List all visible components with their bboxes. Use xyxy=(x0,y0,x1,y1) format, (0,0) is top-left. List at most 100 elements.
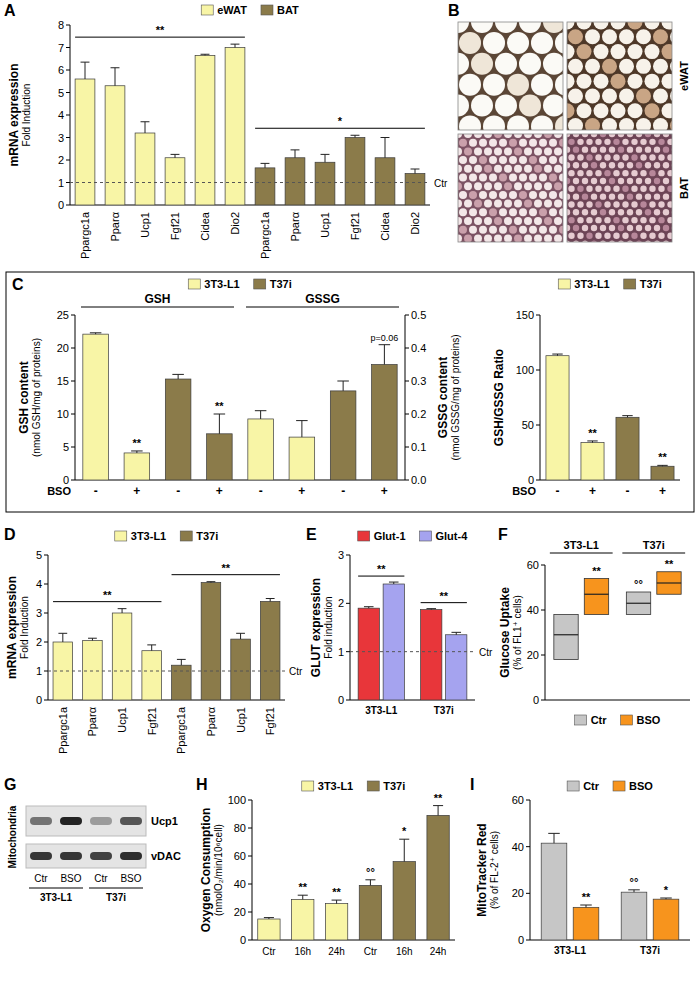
cell xyxy=(636,118,651,130)
plot-area xyxy=(541,833,679,940)
cell xyxy=(577,44,592,59)
y-axis-subtitle: Fold Induction xyxy=(21,84,32,147)
y-tick-label: 15 xyxy=(57,375,69,387)
bso-label: - xyxy=(176,484,180,498)
y-tick xyxy=(405,381,409,382)
bar xyxy=(142,651,162,700)
cell xyxy=(591,225,597,231)
category-label: Fgf21 xyxy=(146,707,158,735)
y-tick xyxy=(66,205,70,206)
cell xyxy=(609,193,615,199)
micrograph-frame xyxy=(567,22,672,130)
error-cap xyxy=(411,169,420,170)
cell xyxy=(585,118,600,130)
box xyxy=(554,615,578,660)
cell xyxy=(524,234,532,242)
cell xyxy=(514,165,522,173)
significance: ** xyxy=(298,881,307,893)
cell xyxy=(604,201,610,207)
y-tick-label: 2 xyxy=(58,154,64,166)
y-axis-subtitle: (nmolO₂/min/10⁶cell) xyxy=(213,824,224,916)
cell xyxy=(649,217,655,223)
cell xyxy=(567,193,570,199)
error-bar xyxy=(151,645,152,651)
bso-label: + xyxy=(298,484,305,498)
y-axis-title: Glucose Uptake xyxy=(498,587,512,678)
y-tick-label: 60 xyxy=(234,850,246,862)
cell xyxy=(658,233,664,239)
cell xyxy=(567,162,570,168)
box-median xyxy=(584,594,608,595)
box xyxy=(626,592,650,615)
cell xyxy=(585,88,600,103)
cell xyxy=(549,156,557,164)
cell xyxy=(573,178,579,184)
cell xyxy=(582,193,588,199)
cell xyxy=(663,225,669,231)
cell xyxy=(539,156,547,164)
cell xyxy=(534,165,542,173)
significance: * xyxy=(402,825,407,837)
bso-label: - xyxy=(341,484,345,498)
cell xyxy=(595,217,601,223)
panel-letter: B xyxy=(448,2,460,19)
figure: 012345678mRNA expressionFold InductionPp… xyxy=(0,0,700,985)
micrograph-ground xyxy=(567,22,672,130)
reference-line xyxy=(70,182,430,183)
y-tick-label: 5 xyxy=(63,441,69,453)
cell xyxy=(469,139,477,147)
category-label: Ucp1 xyxy=(319,212,331,238)
legend: 3T3-L1T37i xyxy=(115,530,218,542)
bar xyxy=(165,158,185,205)
legend: 3T3-L1T37i xyxy=(302,780,405,792)
cell xyxy=(554,147,562,155)
cell xyxy=(667,201,672,207)
cell xyxy=(645,22,660,30)
legend-swatch xyxy=(621,715,633,725)
legend-label: Glut-1 xyxy=(374,530,406,542)
cell xyxy=(559,156,563,164)
cell xyxy=(631,170,637,176)
cell xyxy=(543,22,563,33)
bar xyxy=(546,356,569,480)
cell xyxy=(534,134,542,138)
cell xyxy=(613,139,619,145)
error-cap xyxy=(118,608,127,609)
cell xyxy=(484,134,492,138)
cell xyxy=(459,191,467,199)
cell xyxy=(667,139,672,145)
cell xyxy=(636,134,642,137)
cell xyxy=(568,88,583,103)
error-bar xyxy=(325,154,326,162)
cell xyxy=(504,134,512,138)
micrograph xyxy=(458,22,563,130)
cell xyxy=(622,154,628,160)
legend-label: BSO xyxy=(629,780,653,792)
box-median xyxy=(554,634,578,635)
cell xyxy=(658,139,664,145)
cell xyxy=(609,162,615,168)
legend-swatch xyxy=(367,781,379,791)
bso-label: - xyxy=(94,484,98,498)
error-bar xyxy=(122,609,123,613)
y-tick xyxy=(526,893,530,894)
cell xyxy=(609,178,615,184)
cell xyxy=(604,186,610,192)
reference-label: Ctr xyxy=(479,647,493,658)
error-cap xyxy=(552,354,562,355)
bar xyxy=(383,584,404,700)
panel-letter: D xyxy=(4,526,16,543)
cell xyxy=(631,154,637,160)
cell xyxy=(524,134,532,138)
category-label: Ctr xyxy=(262,946,276,957)
y-tick-label: 0.0 xyxy=(411,474,426,486)
cell xyxy=(459,208,467,216)
cell xyxy=(464,134,472,138)
y-tick xyxy=(536,370,540,371)
cell xyxy=(609,134,615,137)
cell xyxy=(504,234,512,242)
category-label: Ppargc1a xyxy=(259,211,271,259)
cell xyxy=(645,225,651,231)
cell xyxy=(602,59,617,74)
cell xyxy=(577,233,583,239)
